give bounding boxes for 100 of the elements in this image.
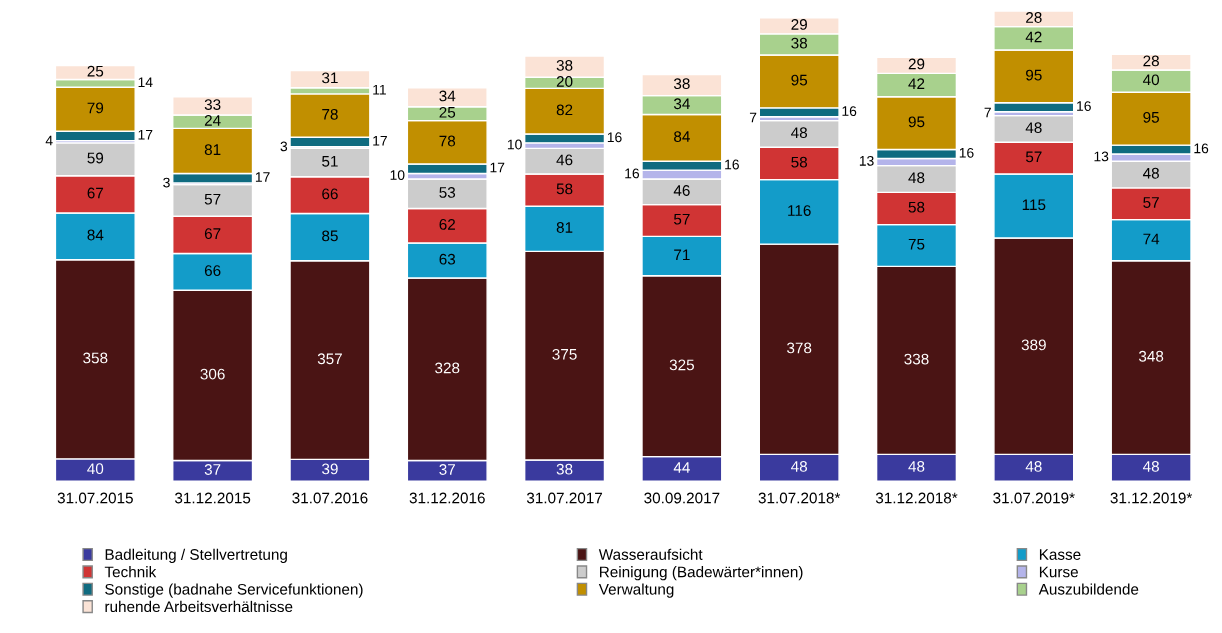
data-label: 16 [607, 132, 622, 143]
data-label: 66 [322, 188, 338, 200]
data-label: 11 [373, 84, 386, 95]
x-tick-label: 30.09.2017 [644, 492, 720, 504]
data-label: 38 [673, 78, 690, 90]
data-label: 51 [322, 156, 338, 167]
legend-label: Kurse [1039, 566, 1078, 578]
data-label: 67 [204, 228, 221, 240]
data-label: 17 [255, 172, 270, 182]
data-label: 13 [1094, 151, 1109, 162]
data-label: 38 [556, 59, 573, 71]
data-label: 31 [322, 72, 338, 84]
data-label: 116 [788, 205, 811, 216]
data-label: 46 [556, 154, 573, 166]
data-label: 85 [322, 230, 338, 242]
data-label: 58 [791, 156, 808, 168]
data-label: 95 [1026, 69, 1042, 81]
data-label: 16 [1194, 143, 1209, 154]
data-label: 38 [791, 37, 808, 49]
legend-label: Technik [104, 566, 157, 578]
data-label: 84 [87, 229, 104, 241]
x-tick-label: 31.12.2019* [1110, 492, 1193, 504]
x-tick-label: 31.07.2019* [993, 492, 1075, 504]
data-label: 57 [1143, 197, 1159, 208]
x-tick-label: 31.12.2018* [875, 492, 958, 504]
x-tick-label: 31.12.2015 [174, 492, 251, 504]
data-label: 17 [373, 136, 387, 146]
data-label: 95 [791, 74, 808, 86]
data-label: 37 [439, 464, 455, 475]
data-label: 328 [435, 362, 460, 374]
data-label: 40 [87, 463, 104, 475]
data-label: 14 [138, 77, 153, 87]
data-label: 17 [138, 129, 153, 140]
data-label: 33 [204, 99, 221, 110]
data-label: 25 [439, 106, 456, 118]
data-label: 67 [87, 187, 104, 199]
data-label: 78 [322, 108, 338, 120]
data-label: 306 [200, 368, 225, 380]
data-label: 10 [507, 139, 522, 150]
data-label: 25 [87, 65, 104, 77]
data-label: 28 [1026, 12, 1042, 23]
data-label: 115 [1022, 199, 1046, 211]
data-label: 71 [674, 249, 690, 261]
data-label: 48 [1142, 167, 1159, 179]
data-label: 4 [45, 135, 53, 146]
data-label: 48 [1025, 122, 1042, 134]
data-label: 57 [673, 213, 690, 225]
data-label: 358 [83, 352, 108, 364]
data-label: 57 [204, 193, 221, 205]
data-label: 74 [1143, 233, 1160, 245]
legend-label: ruhende Arbeitsverhältnisse [105, 600, 293, 613]
legend-label: Reinigung (Badewärter*innen) [600, 566, 803, 581]
data-label: 7 [984, 107, 991, 118]
data-label: 42 [1025, 31, 1042, 43]
data-label: 46 [673, 185, 690, 196]
data-label: 29 [791, 19, 807, 30]
data-label: 81 [204, 144, 221, 156]
data-label: 29 [908, 58, 925, 70]
x-tick-label: 31.07.2017 [526, 492, 603, 504]
data-label: 38 [556, 463, 573, 475]
x-tick-label: 31.07.2015 [57, 492, 133, 504]
data-label: 78 [439, 135, 456, 147]
data-label: 39 [322, 463, 338, 475]
data-label: 58 [556, 183, 573, 195]
data-label: 84 [674, 131, 690, 142]
x-tick-label: 31.12.2016 [409, 492, 485, 504]
data-label: 375 [552, 348, 577, 360]
data-label: 48 [791, 461, 808, 472]
x-tick-label: 31.07.2016 [292, 492, 368, 504]
data-label: 16 [725, 159, 739, 170]
data-label: 348 [1138, 350, 1164, 362]
data-label: 66 [204, 265, 221, 277]
data-label: 48 [908, 172, 925, 184]
x-tick-label: 31.07.2018* [758, 492, 841, 504]
data-label: 338 [904, 353, 929, 365]
data-label: 16 [842, 106, 857, 116]
data-label: 53 [439, 187, 456, 198]
data-label: 48 [1025, 461, 1042, 472]
data-label: 16 [625, 168, 640, 179]
data-label: 95 [1143, 111, 1159, 123]
data-label: 325 [669, 359, 694, 371]
data-label: 16 [959, 147, 974, 158]
data-label: 3 [163, 177, 170, 188]
legend-label: Sonstige (badnahe Servicefunktionen) [105, 583, 363, 598]
legend-label: Badleitung / Stellvertretung [105, 548, 287, 563]
data-label: 378 [787, 342, 812, 354]
data-label: 357 [317, 353, 342, 365]
data-label: 57 [1025, 151, 1042, 163]
data-label: 28 [1143, 55, 1159, 67]
legend-label: Wasseraufsicht [598, 548, 703, 560]
legend-label: Kasse [1039, 549, 1081, 560]
data-label: 82 [556, 104, 573, 116]
data-label: 95 [908, 116, 925, 128]
data-label: 7 [749, 112, 757, 123]
legend-label: Verwaltung [598, 583, 674, 598]
data-label: 59 [87, 152, 104, 164]
data-label: 63 [439, 253, 456, 265]
data-label: 16 [1077, 101, 1091, 111]
data-label: 48 [1142, 461, 1159, 472]
data-label: 24 [204, 115, 221, 126]
